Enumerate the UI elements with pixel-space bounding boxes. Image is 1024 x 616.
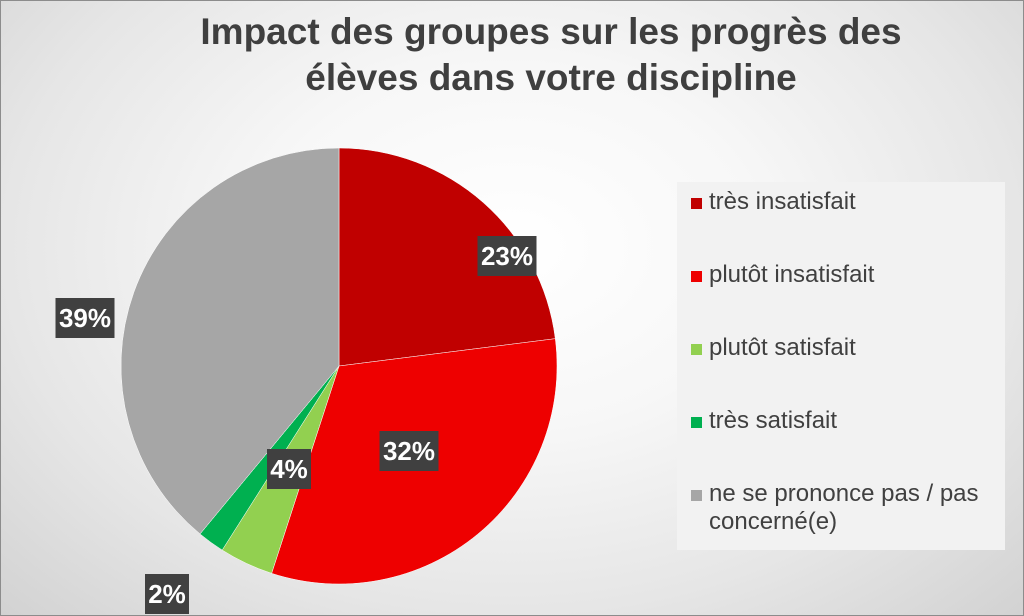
data-label-2: 32% — [379, 431, 439, 471]
legend-swatch — [691, 198, 702, 209]
data-label-box — [55, 298, 115, 338]
chart-title-line-1: Impact des groupes sur les progrès des — [200, 11, 902, 52]
data-label-text: 2% — [148, 579, 186, 609]
legend-item-2: plutôt insatisfait — [691, 261, 1005, 334]
legend-label: plutôt insatisfait — [709, 261, 875, 288]
data-label-3: 4% — [267, 449, 311, 489]
data-label-4: 2% — [145, 574, 189, 614]
legend-item-3: plutôt satisfait — [691, 334, 1005, 407]
data-label-box — [267, 449, 311, 489]
legend: très insatisfait plutôt insatisfait plutôt… — [677, 182, 1005, 550]
data-label-text: 39% — [59, 303, 111, 333]
data-label-box — [145, 574, 189, 614]
legend-label: très insatisfait — [709, 188, 856, 215]
legend-swatch — [691, 344, 702, 355]
data-label-text: 32% — [383, 436, 435, 466]
legend-item-4: très satisfait — [691, 407, 1005, 480]
chart-title: Impact des groupes sur les progrès des é… — [121, 9, 981, 101]
legend-item-1: très insatisfait — [691, 188, 1005, 261]
data-label-1: 23% — [477, 236, 537, 276]
data-label-box — [477, 236, 537, 276]
pie-slice-1 — [338, 147, 556, 367]
data-label-5: 39% — [55, 298, 115, 338]
data-label-text: 4% — [270, 454, 308, 484]
legend-label: plutôt satisfait — [709, 334, 856, 361]
legend-label: ne se prononce pas / pas concerné(e) — [709, 480, 979, 535]
legend-label: très satisfait — [709, 407, 838, 434]
legend-swatch — [691, 490, 702, 501]
legend-swatch — [691, 271, 702, 282]
data-label-box — [379, 431, 439, 471]
pie-slice-5 — [120, 147, 340, 535]
legend-swatch — [691, 417, 702, 428]
data-label-text: 23% — [481, 241, 533, 271]
chart-title-line-2: élèves dans votre discipline — [305, 57, 797, 98]
